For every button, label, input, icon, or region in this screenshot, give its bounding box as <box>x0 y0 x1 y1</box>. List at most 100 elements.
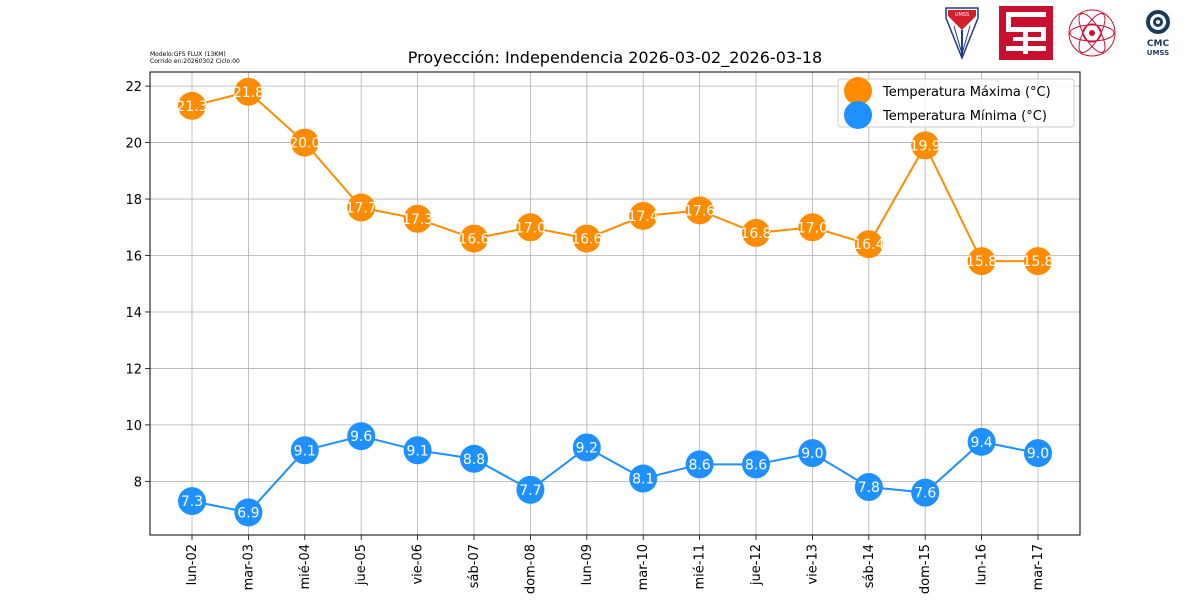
data-point <box>347 422 376 451</box>
run-info: Corrido en:20260302 Ciclo:00 <box>150 58 240 65</box>
x-tick-label: lun-09 <box>580 544 595 585</box>
data-point <box>629 464 658 493</box>
y-tick-label: 18 <box>125 193 142 208</box>
data-label: 7.7 <box>519 483 541 499</box>
data-label: 9.6 <box>350 429 372 445</box>
x-tick-label: vie-13 <box>805 544 820 585</box>
data-point <box>685 196 714 225</box>
x-tick-label: vie-06 <box>411 544 426 585</box>
legend-label: Temperatura Máxima (°C) <box>882 85 1051 100</box>
data-label: 9.2 <box>576 440 598 456</box>
x-tick-label: dom-15 <box>918 544 933 594</box>
data-label: 8.1 <box>632 472 654 488</box>
data-label: 8.6 <box>745 457 767 473</box>
umss-shield-logo: UMSS <box>945 7 979 61</box>
data-label: 15.8 <box>966 254 997 270</box>
y-tick-label: 22 <box>125 80 142 95</box>
data-label: 21.8 <box>233 85 264 101</box>
data-label: 17.6 <box>684 203 715 219</box>
data-point <box>967 427 996 456</box>
data-point <box>572 433 601 462</box>
data-point <box>911 478 940 507</box>
data-point <box>234 498 263 527</box>
chart-grid <box>150 72 1080 535</box>
data-point <box>460 224 488 253</box>
data-label: 9.1 <box>406 443 428 459</box>
model-info: Modelo:GFS FLUX (13KM) <box>150 51 226 58</box>
faculty-red-logo <box>999 6 1053 60</box>
data-point <box>911 131 940 160</box>
x-tick-label: sáb-07 <box>467 544 482 588</box>
data-label: 16.6 <box>458 232 489 248</box>
x-tick-label: mié-11 <box>693 544 708 590</box>
data-point <box>798 439 827 468</box>
data-label: 9.1 <box>294 443 316 459</box>
data-point <box>403 436 432 465</box>
data-label: 16.6 <box>571 232 602 248</box>
data-label: 9.4 <box>970 435 992 451</box>
chart-series: 21.3 21.8 20.0 17.7 17.3 16.6 17.0 16.6 17.4 17.6… <box>176 77 1054 527</box>
legend-marker <box>844 77 872 105</box>
data-point <box>1024 247 1052 276</box>
umss-logo-text: UMSS <box>1147 49 1169 57</box>
y-tick-label: 10 <box>125 419 142 434</box>
data-label: 20.0 <box>289 136 320 152</box>
data-point <box>234 77 263 106</box>
cmc-umss-logo: CMC UMSS <box>1146 10 1170 57</box>
data-point <box>967 247 996 276</box>
x-tick-label: dom-08 <box>523 544 538 594</box>
data-point <box>290 128 319 157</box>
data-point <box>685 450 714 479</box>
data-label: 7.8 <box>858 480 880 496</box>
data-point <box>854 230 883 259</box>
x-tick-label: mar-17 <box>1031 544 1046 590</box>
data-point <box>629 201 658 230</box>
legend-marker <box>844 101 872 129</box>
atom-seal-logo <box>1068 9 1116 57</box>
data-label: 7.3 <box>181 494 203 510</box>
data-label: 9.0 <box>1027 446 1049 462</box>
series-line <box>191 90 1038 263</box>
data-label: 17.0 <box>515 220 546 236</box>
data-label: 8.8 <box>463 452 485 468</box>
data-label: 7.6 <box>914 486 936 502</box>
y-tick-label: 14 <box>125 306 142 321</box>
chart-legend: Temperatura Máxima (°C) Temperatura Mínim… <box>837 77 1075 129</box>
data-point <box>347 193 376 222</box>
chart-title: Proyección: Independencia 2026-03-02_202… <box>408 48 822 68</box>
y-tick-label: 12 <box>125 362 142 377</box>
data-point <box>798 213 827 242</box>
plot-frame <box>149 71 1081 536</box>
data-label: 17.4 <box>628 209 659 225</box>
data-label: 15.8 <box>1022 254 1053 270</box>
x-tick-label: mar-03 <box>241 544 256 590</box>
data-label: 21.3 <box>176 99 207 115</box>
data-point <box>572 224 601 253</box>
y-tick-label: 16 <box>125 250 142 265</box>
data-point <box>178 487 206 516</box>
data-label: 16.4 <box>853 237 884 253</box>
data-point <box>516 213 545 242</box>
x-tick-label: jue-12 <box>749 544 764 586</box>
data-point <box>516 475 545 504</box>
data-point <box>854 473 883 502</box>
legend-label: Temperatura Mínima (°C) <box>882 109 1047 124</box>
data-point <box>742 450 770 479</box>
data-label: 6.9 <box>237 505 259 521</box>
y-tick-label: 8 <box>134 475 142 490</box>
data-label: 17.7 <box>346 201 377 217</box>
x-tick-label: lun-02 <box>185 544 200 585</box>
series-line <box>191 435 1039 514</box>
data-point <box>178 91 206 120</box>
data-label: 8.6 <box>688 457 710 473</box>
chart-axes: lun-02 mar-03 mié-04 jue-05 vie-06 sáb-07 dom-… <box>125 71 1081 594</box>
data-label: 16.8 <box>740 226 771 242</box>
x-tick-label: mar-10 <box>636 544 651 590</box>
x-tick-label: mié-04 <box>298 544 313 590</box>
x-tick-label: sáb-14 <box>862 544 877 588</box>
data-label: 19.9 <box>910 138 941 154</box>
data-point <box>290 436 319 465</box>
data-point <box>742 218 770 247</box>
y-tick-label: 20 <box>125 137 142 152</box>
